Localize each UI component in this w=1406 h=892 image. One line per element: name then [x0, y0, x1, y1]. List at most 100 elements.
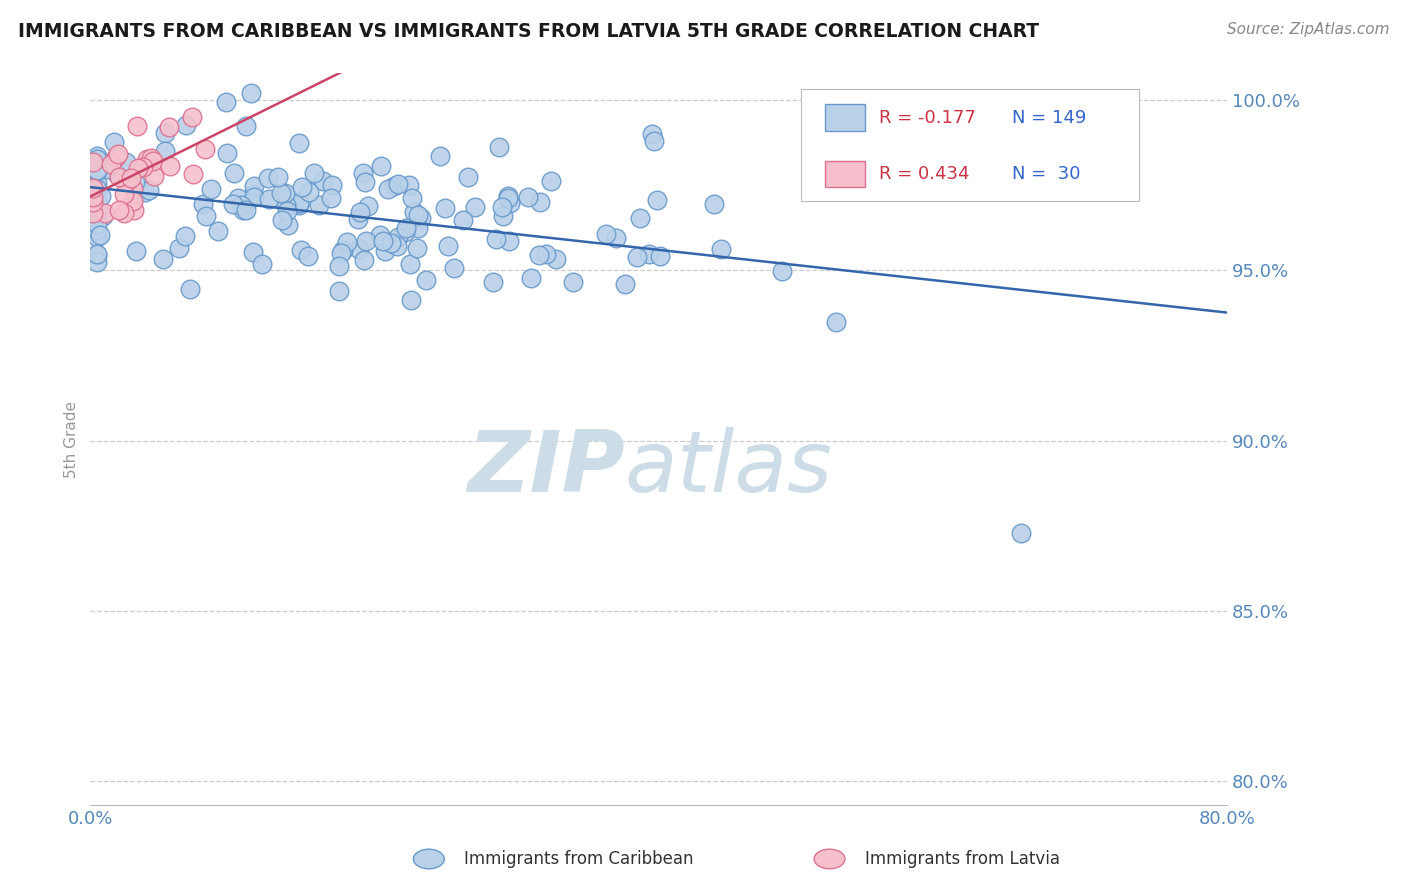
Point — [180, 110, 202, 124]
Point — [86, 182, 108, 196]
Point — [139, 151, 162, 165]
Point — [108, 169, 131, 184]
Point — [100, 156, 122, 170]
Point — [540, 174, 562, 188]
Point — [401, 293, 423, 307]
Point — [155, 126, 177, 140]
Point — [332, 244, 354, 258]
Point — [527, 248, 550, 262]
Point — [215, 95, 238, 110]
Point — [595, 227, 617, 241]
Point — [224, 166, 246, 180]
Point — [387, 177, 409, 191]
Point — [229, 197, 252, 211]
Point — [136, 153, 159, 167]
Text: Immigrants from Caribbean: Immigrants from Caribbean — [464, 850, 693, 868]
Point — [710, 242, 733, 256]
Point — [105, 168, 128, 182]
Point — [112, 186, 135, 201]
Point — [86, 229, 108, 244]
Point — [496, 188, 519, 202]
Point — [394, 225, 416, 239]
Point — [257, 171, 280, 186]
Point — [134, 185, 156, 199]
Point — [328, 284, 350, 298]
Point — [387, 239, 409, 253]
Point — [127, 161, 149, 176]
Point — [406, 221, 429, 235]
Point — [107, 203, 129, 218]
Text: Source: ZipAtlas.com: Source: ZipAtlas.com — [1226, 22, 1389, 37]
Point — [291, 180, 314, 194]
Point — [406, 208, 429, 222]
Point — [645, 193, 668, 207]
Point — [86, 223, 108, 237]
Point — [374, 244, 396, 259]
Point — [329, 246, 352, 260]
Point — [181, 167, 204, 181]
Point — [534, 247, 557, 261]
Point — [382, 179, 405, 194]
Point — [226, 191, 249, 205]
Point — [641, 127, 664, 141]
Point — [94, 205, 117, 219]
Point — [124, 175, 146, 189]
Point — [398, 178, 420, 193]
Point — [353, 252, 375, 267]
Point — [222, 197, 245, 211]
Point — [82, 195, 104, 210]
Point — [152, 252, 174, 266]
Point — [86, 164, 108, 178]
Point — [122, 194, 145, 208]
Point — [770, 264, 793, 278]
Text: Immigrants from Latvia: Immigrants from Latvia — [865, 850, 1060, 868]
Point — [443, 260, 465, 275]
Point — [82, 181, 104, 195]
Point — [122, 182, 145, 196]
Point — [529, 195, 551, 210]
Point — [354, 176, 377, 190]
Point — [370, 159, 392, 173]
Point — [349, 205, 371, 219]
Point — [482, 275, 505, 289]
Point — [115, 155, 138, 169]
Point — [82, 190, 104, 204]
Point — [288, 198, 311, 212]
Text: R = 0.434: R = 0.434 — [879, 165, 969, 183]
Point — [404, 205, 426, 219]
Point — [277, 218, 299, 232]
Point — [451, 212, 474, 227]
Point — [273, 186, 295, 200]
Point — [638, 247, 661, 261]
Text: N = 149: N = 149 — [1012, 109, 1087, 127]
Point — [271, 212, 294, 227]
Point — [406, 241, 429, 255]
Point — [377, 182, 399, 196]
Point — [626, 250, 648, 264]
Point — [124, 244, 146, 259]
Point — [153, 145, 176, 159]
Point — [179, 282, 201, 296]
Point — [380, 235, 402, 250]
Point — [115, 174, 138, 188]
Point — [103, 135, 125, 149]
Point — [239, 87, 262, 101]
Point — [232, 203, 254, 218]
Point — [517, 190, 540, 204]
Point — [415, 273, 437, 287]
Point — [352, 166, 374, 180]
Point — [825, 314, 848, 328]
Point — [276, 198, 298, 212]
Point — [288, 136, 311, 151]
Point — [235, 202, 257, 217]
Point — [86, 194, 108, 208]
Y-axis label: 5th Grade: 5th Grade — [65, 401, 79, 477]
Point — [215, 146, 238, 161]
Point — [520, 271, 543, 285]
Point — [105, 150, 128, 164]
Point — [174, 229, 197, 244]
Point — [464, 200, 486, 214]
Point — [288, 195, 311, 210]
Point — [82, 154, 104, 169]
Point — [496, 191, 519, 205]
